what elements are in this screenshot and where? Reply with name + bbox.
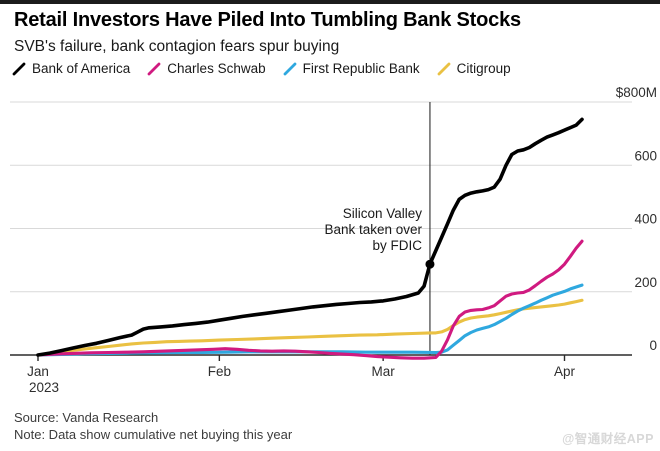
legend-label: Bank of America bbox=[32, 61, 131, 76]
legend-item-citigroup: Citigroup bbox=[437, 61, 511, 76]
chart-subtitle: SVB's failure, bank contagion fears spur… bbox=[14, 38, 340, 55]
legend-line-icon bbox=[283, 62, 296, 75]
legend-label: Charles Schwab bbox=[167, 61, 266, 76]
y-axis-label: $800M bbox=[616, 85, 657, 100]
y-axis-label: 400 bbox=[634, 212, 657, 227]
watermark: @智通财经APP bbox=[562, 432, 654, 446]
x-axis-label: Apr bbox=[554, 364, 576, 379]
legend-line-icon bbox=[12, 62, 26, 75]
x-axis-label: Feb bbox=[208, 364, 231, 379]
series-line-citigroup bbox=[36, 298, 584, 357]
legend-label: First Republic Bank bbox=[302, 61, 420, 76]
legend: Bank of America Charles Schwab First Rep… bbox=[12, 61, 511, 76]
y-axis-label: 0 bbox=[649, 338, 657, 353]
series-line-bank-of-america bbox=[36, 117, 584, 357]
source-text: Source: Vanda Research bbox=[14, 410, 159, 425]
legend-line-icon bbox=[147, 62, 161, 75]
legend-label: Citigroup bbox=[456, 61, 511, 76]
legend-item-first-republic-bank: First Republic Bank bbox=[283, 61, 420, 76]
x-axis-year-label: 2023 bbox=[29, 380, 59, 395]
y-axis-label: 200 bbox=[634, 275, 657, 290]
top-accent-bar bbox=[0, 0, 660, 4]
legend-item-bank-of-america: Bank of America bbox=[12, 61, 130, 76]
series-line-first-republic-bank bbox=[36, 283, 584, 357]
note-text: Note: Data show cumulative net buying th… bbox=[14, 427, 293, 442]
event-marker-dot bbox=[425, 259, 435, 269]
y-axis-label: 600 bbox=[634, 148, 657, 163]
legend-line-icon bbox=[437, 62, 451, 75]
event-annotation: Silicon Valley Bank taken over by FDIC bbox=[324, 206, 422, 253]
x-axis-label: Mar bbox=[372, 364, 396, 379]
chart-title: Retail Investors Have Piled Into Tumblin… bbox=[14, 9, 521, 31]
legend-item-charles-schwab: Charles Schwab bbox=[147, 61, 266, 76]
series-line-charles-schwab bbox=[36, 239, 584, 360]
x-axis-label: Jan bbox=[27, 364, 49, 379]
